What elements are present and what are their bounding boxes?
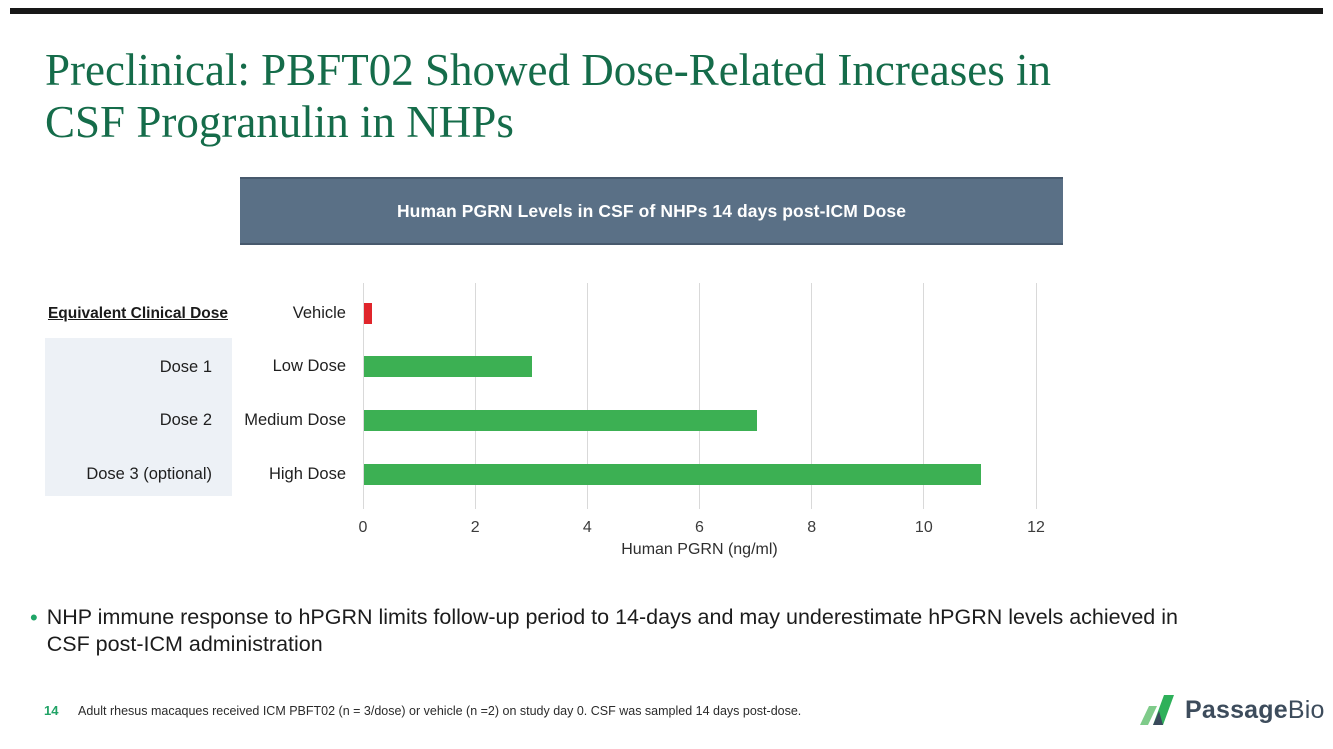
page-number: 14 <box>44 703 59 718</box>
category-label: High Dose <box>268 464 346 483</box>
dose-panel-item-3: Dose 3 (optional) <box>86 465 212 483</box>
chart-title-text: Human PGRN Levels in CSF of NHPs 14 days… <box>396 200 907 221</box>
dose-panel: Dose 1 Dose 2 Dose 3 (optional) <box>45 338 232 496</box>
gridline <box>1035 283 1037 509</box>
footnote: Adult rhesus macaques received ICM PBFT0… <box>78 704 802 718</box>
x-tick-label: 0 <box>358 519 368 536</box>
equivalent-clinical-dose-heading: Equivalent Clinical Dose <box>47 305 228 322</box>
gridline <box>811 283 813 509</box>
passage-bio-logo-icon <box>1140 695 1174 725</box>
bar-chart: Human PGRN (ng/ml) 0 2 4 6 8 10 12 Vehicle Low D… <box>230 283 1080 568</box>
bar-medium-dose <box>364 409 757 431</box>
dose-panel-item-2: Dose 2 <box>159 411 212 429</box>
slide-title: Preclinical: PBFT02 Showed Dose-Related … <box>45 45 1052 148</box>
bullet-marker: • <box>30 605 38 630</box>
gridline <box>474 283 476 509</box>
passage-bio-logo-text: PassageBio <box>1185 696 1325 725</box>
logo-word-bio: Bio <box>1287 695 1325 724</box>
logo-word-passage: Passage <box>1185 695 1288 724</box>
gridline <box>362 283 364 509</box>
x-tick-label: 2 <box>470 519 480 536</box>
passage-bio-logo: PassageBio <box>1138 692 1325 728</box>
x-tick-label: 4 <box>582 519 592 536</box>
category-label: Vehicle <box>292 303 346 322</box>
x-tick-label: 12 <box>1027 519 1045 536</box>
chart-title-banner: Human PGRN Levels in CSF of NHPs 14 days… <box>240 177 1063 245</box>
bar-vehicle <box>364 302 373 324</box>
takeaway-bullet: • NHP immune response to hPGRN limits fo… <box>30 604 1310 658</box>
bar-low-dose <box>364 356 533 378</box>
bullet-text: NHP immune response to hPGRN limits foll… <box>46 605 1178 657</box>
category-label: Medium Dose <box>244 410 346 429</box>
x-tick-label: 10 <box>914 519 933 536</box>
gridline <box>699 283 700 509</box>
x-tick-label: 6 <box>695 519 704 536</box>
category-label: Low Dose <box>272 357 346 376</box>
gridline <box>923 283 925 509</box>
x-axis-title: Human PGRN (ng/ml) <box>621 541 778 558</box>
dose-panel-item-1: Dose 1 <box>159 358 212 376</box>
plot-area <box>362 283 1037 509</box>
bar-high-dose <box>364 463 981 485</box>
gridline <box>586 283 588 509</box>
slide-top-rule <box>10 8 1323 14</box>
x-tick-label: 8 <box>807 519 817 536</box>
